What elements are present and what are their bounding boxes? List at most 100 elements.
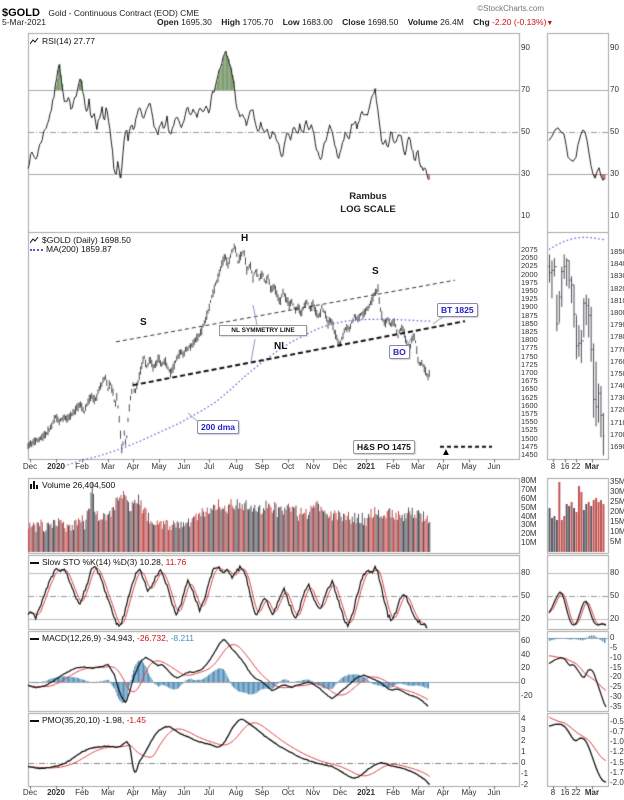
axis-tick-label: 1830 bbox=[610, 271, 624, 281]
date-axis-label: May bbox=[461, 788, 477, 797]
axis-tick-label: 70 bbox=[521, 85, 530, 94]
date-axis-label: Mar bbox=[411, 788, 425, 797]
chg-label: Chg bbox=[473, 17, 490, 27]
axis-tick-label: -1.00 bbox=[610, 737, 624, 747]
date-axis-label: Oct bbox=[281, 462, 295, 471]
axis-tick-label: 1450 bbox=[521, 450, 538, 459]
date-axis-label: Mar bbox=[411, 462, 425, 471]
ma-legend: MA(200) 1859.87 bbox=[30, 244, 112, 254]
date-axis-label: Feb bbox=[386, 462, 400, 471]
date-axis-label: May bbox=[151, 788, 167, 797]
axis-tick-label: 1600 bbox=[521, 400, 538, 410]
axis-tick-label: 20 bbox=[521, 614, 530, 623]
axis-tick-label: 1650 bbox=[521, 384, 538, 394]
sto-d-value: 11.76 bbox=[165, 557, 187, 567]
axis-tick-label: 80M bbox=[521, 476, 537, 485]
close-value: 1698.50 bbox=[367, 17, 399, 27]
ticker-description: Gold - Continuous Contract (EOD) CME bbox=[48, 8, 200, 18]
axis-tick-label: 1800 bbox=[610, 307, 624, 317]
axis-tick-label: -0.75 bbox=[610, 727, 624, 737]
axis-tick-label: 1850 bbox=[610, 247, 624, 256]
date-axis-label: May bbox=[151, 462, 167, 471]
pmo-legend-label: PMO(35,20,10) -1.98, bbox=[42, 715, 125, 725]
sto-legend-label: Slow STO %K(14) %D(3) 10.28, bbox=[42, 557, 164, 567]
rsi-legend-label: RSI(14) 27.77 bbox=[42, 36, 95, 46]
axis-tick-label: -1.75 bbox=[610, 767, 624, 777]
open-value: 1695.30 bbox=[181, 17, 212, 27]
axis-tick-label: 90 bbox=[521, 43, 530, 52]
date-axis-label: Jul bbox=[203, 462, 215, 471]
axis-tick-label: 2000 bbox=[521, 269, 538, 279]
axis-tick-label: 1790 bbox=[610, 320, 624, 330]
watermark-author: Rambus bbox=[349, 191, 387, 202]
axis-tick-label: 40 bbox=[521, 649, 530, 659]
axis-tick-label: 1925 bbox=[521, 294, 538, 304]
axis-tick-label: -2.00 bbox=[610, 777, 624, 787]
axis-tick-label: 0 bbox=[610, 633, 615, 642]
axis-tick-label: 0 bbox=[521, 677, 526, 686]
axis-tick-label: -1.25 bbox=[610, 747, 624, 757]
axis-tick-label: 1975 bbox=[521, 277, 538, 287]
axis-tick-label: -20 bbox=[521, 690, 533, 700]
date-axis-label: Apr bbox=[436, 462, 450, 471]
axis-tick-label: -5 bbox=[610, 642, 618, 652]
axis-tick-label: 80 bbox=[521, 568, 530, 577]
date-axis-label: Oct bbox=[281, 788, 295, 797]
axis-tick-label: 1690 bbox=[610, 442, 624, 451]
axis-tick-label: 35M bbox=[610, 477, 624, 486]
axis-tick-label: 20M bbox=[521, 529, 537, 539]
axis-tick-label: 1725 bbox=[521, 359, 538, 369]
axis-tick-label: 50 bbox=[610, 591, 619, 600]
axis-tick-label: 30 bbox=[521, 169, 530, 178]
axis-tick-label: 60 bbox=[521, 635, 530, 645]
copyright: ©StockCharts.com bbox=[477, 4, 544, 13]
axis-tick-label: 20 bbox=[610, 614, 619, 623]
axis-tick-label: 30M bbox=[521, 520, 537, 530]
date-axis-label: Mar bbox=[584, 462, 600, 471]
axis-tick-label: 1875 bbox=[521, 310, 538, 320]
date-axis-label: 2021 bbox=[357, 788, 375, 797]
quote-bar: Open 1695.30 High 1705.70 Low 1683.00 Cl… bbox=[150, 17, 553, 27]
axis-tick-label: -15 bbox=[610, 662, 622, 672]
date-axis-label: Dec bbox=[22, 788, 38, 797]
date-axis-label: Jul bbox=[203, 788, 215, 797]
volume-label: Volume bbox=[407, 17, 438, 27]
axis-tick-label: 1730 bbox=[610, 393, 624, 403]
axis-tick-label: 1825 bbox=[521, 327, 538, 336]
date-axis-label: Mar bbox=[101, 462, 115, 471]
axis-tick-label: 1900 bbox=[521, 302, 538, 312]
axis-tick-label: 1710 bbox=[610, 417, 624, 427]
axis-tick-label: 1950 bbox=[521, 286, 538, 295]
axis-tick-label: 1750 bbox=[610, 368, 624, 378]
date-axis-label: Mar bbox=[584, 788, 600, 797]
axis-tick-label: 10M bbox=[521, 538, 537, 548]
axis-tick-label: 60M bbox=[521, 493, 537, 503]
line-swatch-icon bbox=[30, 561, 39, 564]
axis-tick-label: 15M bbox=[610, 517, 624, 526]
macd-legend: MACD(12,26,9) -34.943, -26.732, -8.211 bbox=[30, 633, 194, 643]
axis-tick-label: 50 bbox=[610, 127, 619, 136]
date-axis-label: Apr bbox=[436, 788, 450, 797]
axis-tick-label: 1500 bbox=[521, 433, 538, 443]
axis-tick-label: 70M bbox=[521, 484, 537, 494]
axis-tick-label: 1675 bbox=[521, 376, 538, 386]
date-axis-label: 22 bbox=[571, 788, 581, 797]
sto-legend: Slow STO %K(14) %D(3) 10.28, 11.76 bbox=[30, 557, 186, 567]
axis-tick-label: 80 bbox=[610, 568, 619, 577]
line-chart-icon bbox=[29, 37, 39, 47]
date-axis-label: Jun bbox=[177, 788, 191, 797]
chg-value: -2.20 (-0.13%) bbox=[492, 17, 547, 27]
date-axis-label: 8 bbox=[550, 462, 556, 471]
volume-value: 26.4M bbox=[440, 17, 464, 27]
volume-legend-label: Volume 26,404,500 bbox=[42, 480, 116, 490]
axis-tick-label: 50 bbox=[521, 127, 530, 136]
axis-tick-label: -2 bbox=[521, 780, 529, 789]
axis-tick-label: 10 bbox=[610, 211, 619, 220]
axis-tick-label: 1550 bbox=[521, 417, 538, 427]
axis-tick-label: 1575 bbox=[521, 409, 538, 418]
axis-tick-label: 1810 bbox=[610, 295, 624, 305]
macd-signal-value: -26.732, bbox=[136, 633, 169, 643]
axis-tick-label: 1800 bbox=[521, 335, 538, 345]
axis-tick-label: 1720 bbox=[610, 405, 624, 415]
axis-tick-label: 25M bbox=[610, 497, 624, 506]
